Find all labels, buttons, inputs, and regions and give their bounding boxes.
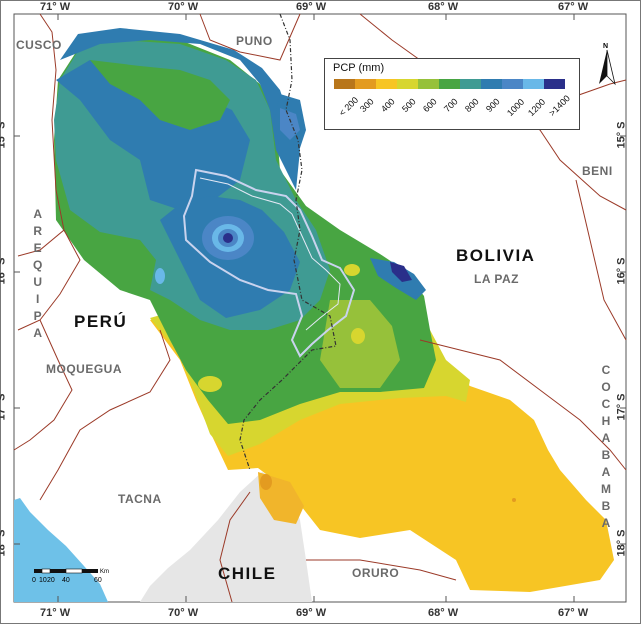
coord-top-67w: 67° W <box>558 1 589 13</box>
legend-swatch <box>523 79 544 89</box>
arequipa-letter: A <box>33 326 42 340</box>
coord-bottom-70w: 70° W <box>168 607 199 619</box>
arequipa-letter: A <box>33 207 42 221</box>
country-bolivia: BOLIVIA <box>456 246 536 265</box>
cochabamba-letter: C <box>601 363 611 377</box>
north-arrow-icon: N <box>599 43 616 86</box>
region-cusco: CUSCO <box>16 38 62 52</box>
coord-bottom-68w: 68° W <box>428 607 459 619</box>
legend-swatch <box>418 79 439 89</box>
coord-left-15s: 15° S <box>0 121 8 149</box>
scale-tick-20: 20 <box>47 577 55 584</box>
legend-class-label: 400 <box>379 96 397 115</box>
legend-class-label: 500 <box>400 96 418 115</box>
legend-swatch <box>502 79 523 89</box>
region-puno: PUNO <box>236 34 273 48</box>
legend-swatch <box>544 79 565 89</box>
arequipa-letter: R <box>33 224 42 238</box>
national-border <box>239 13 337 471</box>
country-peru: PERÚ <box>74 312 128 331</box>
scale-tick-60: 60 <box>94 577 102 584</box>
region-moquegua: MOQUEGUA <box>46 362 122 376</box>
region-tacna: TACNA <box>118 492 162 506</box>
arequipa-letter: Q <box>33 258 43 272</box>
legend-title: PCP (mm) <box>333 62 385 74</box>
legend-class-label: 300 <box>358 96 376 115</box>
region-la-paz: LA PAZ <box>474 272 519 286</box>
cochabamba-letter: B <box>601 448 611 462</box>
coord-right-17s: 17° S <box>615 393 628 421</box>
legend-class-label: 700 <box>442 96 460 115</box>
legend-class-label: 1000 <box>505 96 527 119</box>
legend-class-label: 1200 <box>526 96 548 119</box>
cochabamba-letter: O <box>601 380 611 394</box>
cochabamba-letter: C <box>601 397 611 411</box>
arequipa-letter: E <box>33 241 42 255</box>
legend-swatch <box>397 79 418 89</box>
cochabamba-letter: B <box>601 499 611 513</box>
arequipa-letter: P <box>33 309 42 323</box>
legend-swatch <box>439 79 460 89</box>
coord-right-18s: 18° S <box>615 529 628 557</box>
legend-swatch <box>481 79 502 89</box>
scale-tick-10: 10 <box>39 577 47 584</box>
scale-unit: Km <box>100 569 109 575</box>
coord-right-15s: 15° S <box>615 121 628 149</box>
legend-swatch <box>355 79 376 89</box>
legend-class-label: 900 <box>484 96 502 115</box>
cochabamba-letter: A <box>601 516 611 530</box>
cochabamba-letter: M <box>601 482 611 496</box>
coord-bottom-69w: 69° W <box>296 607 327 619</box>
coord-right-16s: 16° S <box>615 257 628 285</box>
region-oruro: ORURO <box>352 566 400 580</box>
boundaries <box>13 13 627 603</box>
pacific-ocean <box>14 498 108 602</box>
coord-left-17s: 17° S <box>0 393 8 421</box>
legend-class-label: >1400 <box>547 93 572 119</box>
coord-left-16s: 16° S <box>0 257 8 285</box>
legend-swatch <box>334 79 355 89</box>
arequipa-letter: U <box>33 275 42 289</box>
coord-bottom-71w: 71° W <box>40 607 71 619</box>
region-beni: BENI <box>582 164 613 178</box>
cochabamba-letter: A <box>601 465 611 479</box>
scale-tick-40: 40 <box>62 577 70 584</box>
coord-top-70w: 70° W <box>168 1 199 13</box>
coord-top-68w: 68° W <box>428 1 459 13</box>
precipitation-surface <box>54 28 614 592</box>
precipitation-legend: PCP (mm) < 200 300 400 500 600 700 800 900 1000 1… <box>324 58 580 130</box>
arequipa-letter: I <box>36 292 40 306</box>
legend-color-bar <box>334 79 565 89</box>
legend-swatch <box>376 79 397 89</box>
coord-top-71w: 71° W <box>40 1 71 13</box>
legend-class-label: 600 <box>421 96 439 115</box>
scale-tick-0: 0 <box>32 577 36 584</box>
lake-titicaca-outline <box>182 168 356 358</box>
legend-swatch <box>460 79 481 89</box>
country-chile: CHILE <box>218 564 277 583</box>
cochabamba-letter: A <box>601 431 611 445</box>
coord-left-18s: 18° S <box>0 529 8 557</box>
legend-class-label: 800 <box>463 96 481 115</box>
scale-bar: 0 10 20 40 60 Km <box>32 568 109 584</box>
coord-bottom-67w: 67° W <box>558 607 589 619</box>
coord-top-69w: 69° W <box>296 1 327 13</box>
north-label: N <box>603 43 608 50</box>
cochabamba-letter: H <box>601 414 611 428</box>
